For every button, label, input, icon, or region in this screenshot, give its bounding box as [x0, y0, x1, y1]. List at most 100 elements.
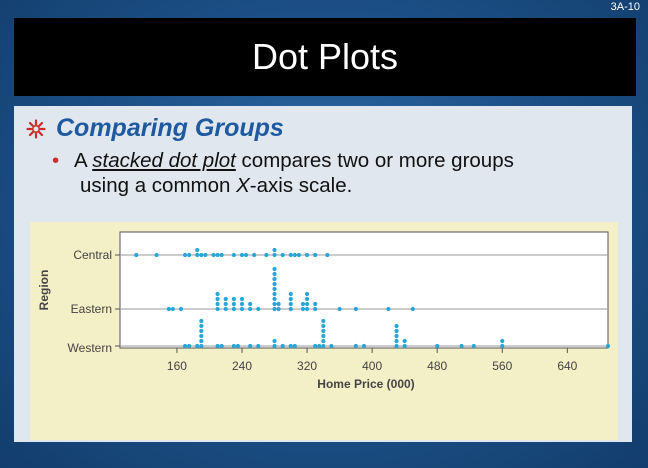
- dot-point-central: [264, 252, 269, 258]
- dot-point-western: [361, 343, 367, 349]
- dot-point-central: [187, 252, 192, 258]
- dot-point-central: [313, 252, 318, 258]
- dot-point-eastern: [276, 306, 281, 312]
- dot-point-western: [500, 338, 505, 344]
- x-tick-label: 480: [427, 359, 447, 373]
- dot-point-eastern: [272, 271, 277, 277]
- bullet-line2-b: -axis scale.: [249, 174, 353, 197]
- section-heading: Comparing Groups: [56, 114, 284, 142]
- dot-point-western: [219, 343, 224, 349]
- dot-point-central: [215, 252, 220, 258]
- dot-point-eastern: [304, 296, 310, 302]
- category-label-central: Central: [73, 248, 112, 262]
- dot-point-central: [292, 252, 297, 258]
- dot-point-eastern: [276, 301, 281, 307]
- dot-point-western: [199, 343, 204, 349]
- dot-point-eastern: [215, 296, 220, 302]
- dot-point-western: [187, 343, 192, 349]
- dot-point-western: [321, 343, 326, 349]
- y-axis-label: Region: [37, 270, 51, 311]
- dot-point-eastern: [272, 296, 277, 302]
- dot-point-western: [248, 343, 253, 349]
- dot-point-eastern: [272, 281, 277, 287]
- dot-point-eastern: [353, 306, 358, 312]
- dot-point-eastern: [272, 301, 277, 307]
- x-tick-labels: 160 240 320 400 480 560 640: [167, 348, 578, 373]
- dot-point-central: [231, 252, 236, 258]
- dot-point-western: [317, 343, 322, 349]
- dot-point-western: [231, 343, 236, 349]
- dot-point-western: [199, 323, 204, 329]
- dot-point-eastern: [272, 266, 277, 272]
- dot-point-western: [182, 343, 188, 349]
- dot-point-western: [321, 328, 326, 334]
- dot-point-eastern: [178, 306, 184, 312]
- dot-point-eastern: [304, 291, 310, 297]
- slide-title: Dot Plots: [251, 36, 399, 77]
- data-points: [134, 247, 611, 349]
- dot-point-western: [402, 343, 407, 349]
- dot-point-western: [435, 343, 440, 349]
- dot-point-western: [394, 328, 399, 334]
- x-axis-label: Home Price (000): [317, 377, 414, 391]
- dot-point-western: [280, 343, 285, 349]
- dot-point-eastern: [231, 306, 236, 312]
- dot-point-western: [235, 343, 241, 349]
- category-label-eastern: Eastern: [71, 302, 112, 316]
- dot-point-central: [280, 252, 285, 258]
- dot-point-western: [199, 328, 204, 334]
- dot-point-eastern: [288, 291, 293, 297]
- dot-point-eastern: [239, 296, 245, 302]
- dot-point-western: [471, 343, 476, 349]
- heading-bullet: Comparing Groups: [26, 114, 284, 143]
- dot-point-western: [394, 343, 399, 349]
- dot-point-eastern: [215, 301, 220, 307]
- dot-point-central: [182, 252, 188, 258]
- dot-point-eastern: [288, 306, 293, 312]
- dot-plot-chart: Region Home Price (000) Central Eastern We…: [37, 231, 611, 391]
- dot-point-eastern: [300, 306, 306, 312]
- dot-point-western: [353, 343, 358, 349]
- dot-point-eastern: [304, 301, 310, 307]
- dot-point-eastern: [231, 301, 236, 307]
- dot-point-eastern: [248, 306, 253, 312]
- dot-point-eastern: [248, 301, 253, 307]
- bullet-prefix: A: [74, 149, 93, 172]
- asterisk-bullet-icon: [26, 118, 46, 139]
- category-label-western: Western: [68, 341, 112, 355]
- dot-point-central: [252, 252, 257, 258]
- dot-point-central: [199, 252, 204, 258]
- dot-point-western: [313, 343, 318, 349]
- dot-point-western: [321, 338, 326, 344]
- dot-point-eastern: [231, 296, 236, 302]
- dot-point-eastern: [215, 291, 220, 297]
- dot-point-western: [329, 343, 334, 349]
- body-bullet: • A stacked dot plot compares two or more…: [52, 148, 612, 198]
- dot-point-central: [239, 252, 245, 258]
- bullet-dot-icon: •: [52, 149, 60, 172]
- dot-point-eastern: [304, 306, 310, 312]
- dot-point-western: [292, 343, 297, 349]
- dot-point-western: [459, 343, 464, 349]
- category-labels: Central Eastern Western: [68, 248, 112, 355]
- dot-point-eastern: [215, 306, 220, 312]
- dot-point-western: [199, 333, 204, 339]
- x-tick-label: 320: [297, 359, 317, 373]
- x-tick-label: 400: [362, 359, 382, 373]
- dot-point-eastern: [166, 306, 171, 312]
- dot-point-central: [134, 252, 139, 258]
- dot-point-western: [272, 338, 277, 344]
- dot-point-eastern: [272, 276, 277, 282]
- bullet-mid: compares two or more groups: [235, 149, 514, 172]
- dot-point-eastern: [239, 301, 245, 307]
- x-tick-label: 160: [167, 359, 187, 373]
- x-tick-label: 640: [557, 359, 577, 373]
- dot-point-western: [199, 318, 204, 324]
- dot-point-eastern: [337, 306, 342, 312]
- bullet-line2-a: using a common: [80, 174, 237, 197]
- dot-point-eastern: [288, 296, 293, 302]
- dot-point-western: [394, 338, 399, 344]
- dot-point-western: [394, 333, 399, 339]
- bullet-line2-x: X: [236, 174, 250, 197]
- dot-point-eastern: [386, 306, 391, 312]
